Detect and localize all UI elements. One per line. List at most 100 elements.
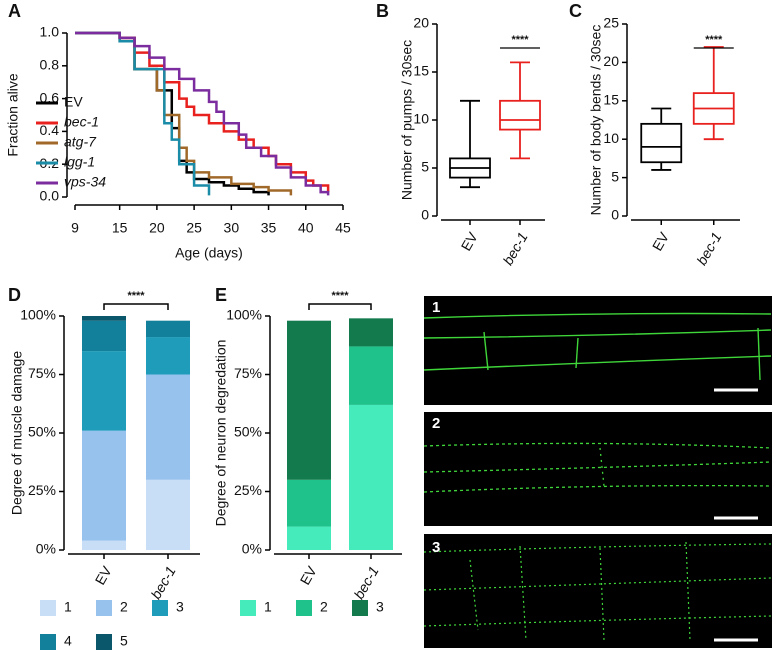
y-tick-label: 15 bbox=[603, 92, 619, 108]
y-tick-label: 100% bbox=[20, 307, 56, 323]
significance-bracket bbox=[103, 303, 169, 310]
y-tick-label: 15 bbox=[413, 63, 429, 79]
x-tick-label: 9 bbox=[71, 220, 79, 236]
box bbox=[499, 99, 541, 131]
y-tick-label: 0.8 bbox=[40, 57, 60, 73]
bar-segment bbox=[287, 320, 331, 480]
box bbox=[640, 122, 683, 164]
panel-letter: A bbox=[8, 1, 21, 21]
legend-swatch bbox=[40, 600, 56, 616]
legend-swatch bbox=[96, 634, 112, 650]
neuron-traces bbox=[423, 541, 772, 641]
y-tick-label: 20 bbox=[603, 53, 619, 69]
x-tick-label: 40 bbox=[298, 220, 314, 236]
y-axis-title: Fraction alive bbox=[5, 73, 21, 156]
legend-label: 2 bbox=[320, 599, 328, 615]
bar-segment bbox=[349, 346, 393, 405]
y-tick-label: 75% bbox=[28, 365, 56, 381]
x-axis-title: Age (days) bbox=[175, 245, 243, 261]
legend-swatch bbox=[40, 634, 56, 650]
panel-letter: C bbox=[569, 1, 582, 21]
bar-segment bbox=[82, 316, 126, 321]
y-axis-title: Number of body bends / 30sec bbox=[588, 25, 604, 216]
x-tick-label: bec-1 bbox=[350, 563, 381, 601]
y-tick-label: 100% bbox=[226, 307, 262, 323]
significance: **** bbox=[511, 34, 529, 46]
legend-label: 4 bbox=[64, 633, 72, 649]
y-tick-label: 0 bbox=[421, 207, 429, 223]
legend-label: atg-7 bbox=[64, 134, 97, 150]
y-tick-label: 5 bbox=[611, 168, 619, 184]
x-tick-label: 45 bbox=[335, 220, 351, 236]
legend-label: 2 bbox=[120, 599, 128, 615]
micrograph-label: 3 bbox=[432, 539, 440, 556]
y-tick-label: 10 bbox=[413, 111, 429, 127]
bar-segment bbox=[349, 318, 393, 347]
bar-segment bbox=[82, 320, 126, 352]
x-tick-label: 15 bbox=[112, 220, 128, 236]
legend-swatch bbox=[352, 600, 368, 616]
bar-segment bbox=[146, 479, 190, 550]
legend-label: lgg-1 bbox=[64, 154, 95, 170]
x-tick-label: 30 bbox=[224, 220, 240, 236]
x-tick-label: EV bbox=[649, 229, 673, 254]
y-tick-label: 0% bbox=[242, 541, 262, 557]
micrograph bbox=[424, 412, 772, 526]
x-tick-label: EV bbox=[458, 229, 482, 254]
y-tick-label: 0.6 bbox=[40, 89, 60, 105]
x-tick-label: EV bbox=[92, 563, 116, 588]
x-tick-label: bec-1 bbox=[693, 229, 724, 267]
y-axis-title: Degree of muscle damage bbox=[9, 351, 25, 515]
x-tick-label: 20 bbox=[149, 220, 165, 236]
survival-curve bbox=[75, 31, 293, 196]
legend-label: 1 bbox=[264, 599, 272, 615]
panel-letter: E bbox=[215, 285, 227, 305]
neuron-traces bbox=[423, 442, 772, 493]
legend-swatch bbox=[240, 600, 256, 616]
survival-curve bbox=[75, 31, 211, 196]
y-tick-label: 75% bbox=[234, 365, 262, 381]
legend-label: vps-34 bbox=[64, 174, 106, 190]
y-tick-label: 5 bbox=[421, 159, 429, 175]
x-tick-label: bec-1 bbox=[147, 563, 178, 601]
legend-label: 3 bbox=[176, 599, 184, 615]
micrograph bbox=[424, 534, 772, 648]
significance: **** bbox=[127, 290, 145, 302]
y-tick-label: 1.0 bbox=[40, 24, 60, 40]
bar-segment bbox=[287, 526, 331, 550]
legend-label: 1 bbox=[64, 599, 72, 615]
legend-swatch bbox=[152, 600, 168, 616]
bar-segment bbox=[287, 479, 331, 527]
bar-segment bbox=[349, 404, 393, 550]
legend-swatch bbox=[96, 600, 112, 616]
micrograph-panel: 1 2 3 bbox=[423, 296, 772, 648]
y-tick-label: 0.4 bbox=[40, 122, 60, 138]
y-tick-label: 10 bbox=[603, 130, 619, 146]
legend-label: EV bbox=[64, 94, 83, 110]
bar-segment bbox=[82, 430, 126, 541]
legend-swatch bbox=[296, 600, 312, 616]
micrograph-label: 1 bbox=[432, 299, 440, 316]
legend-label: 3 bbox=[376, 599, 384, 615]
legend-label: 5 bbox=[120, 633, 128, 649]
x-tick-label: 35 bbox=[261, 220, 277, 236]
x-tick-label: bec-1 bbox=[499, 229, 530, 267]
x-tick-label: 25 bbox=[186, 220, 202, 236]
bar-segment bbox=[146, 374, 190, 480]
significance-bracket bbox=[308, 303, 372, 310]
y-tick-label: 50% bbox=[234, 424, 262, 440]
legend-label: bec-1 bbox=[64, 114, 99, 130]
y-tick-label: 0 bbox=[611, 207, 619, 223]
bar-segment bbox=[146, 320, 190, 338]
survival-curve bbox=[75, 31, 330, 196]
neuron-traces bbox=[423, 312, 772, 381]
y-axis-title: Number of pumps / 30sec bbox=[399, 40, 415, 200]
y-tick-label: 25 bbox=[603, 15, 619, 31]
significance: **** bbox=[705, 34, 723, 46]
y-tick-label: 25% bbox=[28, 482, 56, 498]
y-axis-title: Degree of neuron degredation bbox=[213, 340, 229, 527]
y-tick-label: 0.0 bbox=[40, 188, 60, 204]
y-tick-label: 50% bbox=[28, 424, 56, 440]
bar-segment bbox=[82, 540, 126, 550]
